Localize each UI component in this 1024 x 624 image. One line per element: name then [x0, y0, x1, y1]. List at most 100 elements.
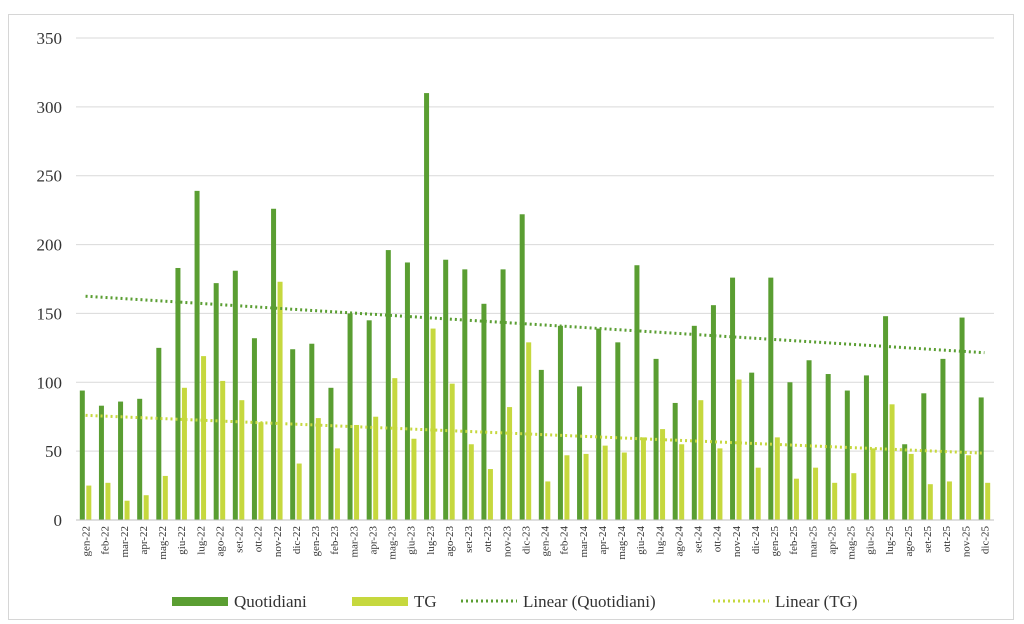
legend: Quotidiani TG Linear (Quotidiani) Linear… — [172, 592, 858, 611]
bar-tg-gen-23 — [315, 418, 321, 520]
x-tick-label-giu-23: giu-23 — [406, 526, 418, 555]
bar-quotidiani-nov-25 — [959, 317, 965, 520]
bar-tg-lug-23 — [430, 328, 436, 520]
x-axis-tick-labels: gen-22 feb-22 mar-22 apr-22 mag-22 giu-22 lug-… — [81, 526, 992, 560]
x-tick-label-ago-22: ago-22 — [214, 526, 226, 557]
x-tick-label-set-23: set-23 — [463, 526, 475, 553]
bar-quotidiani-ott-22 — [251, 338, 257, 520]
y-tick-label-200: 200 — [37, 236, 63, 255]
x-tick-label-mar-23: mar-23 — [348, 526, 360, 558]
legend-label-tg: TG — [414, 592, 437, 611]
bar-tg-feb-24 — [564, 455, 570, 520]
x-tick-label-nov-23: nov-23 — [501, 526, 513, 558]
x-tick-label-mag-23: mag-23 — [387, 526, 399, 560]
bar-tg-gen-25 — [774, 437, 780, 520]
x-tick-label-mag-25: mag-25 — [846, 526, 858, 560]
x-tick-label-lug-22: lug-22 — [195, 526, 207, 555]
bar-quotidiani-giu-23 — [404, 262, 410, 520]
x-tick-label-giu-25: giu-25 — [865, 526, 877, 555]
x-tick-label-apr-22: apr-22 — [138, 526, 150, 555]
bar-quotidiani-mar-24 — [577, 386, 583, 520]
bar-tg-ago-24 — [679, 444, 685, 520]
x-tick-label-mar-24: mar-24 — [578, 526, 590, 558]
x-tick-label-lug-24: lug-24 — [654, 526, 666, 555]
bar-tg-dic-22 — [296, 463, 302, 520]
bar-quotidiani-ago-25 — [902, 444, 908, 520]
x-tick-label-ago-25: ago-25 — [903, 526, 915, 557]
bar-quotidiani-feb-25 — [787, 382, 793, 520]
bar-tg-lug-25 — [889, 404, 895, 520]
bar-tg-set-24 — [698, 400, 704, 520]
bar-tg-set-23 — [468, 444, 474, 520]
bar-quotidiani-ago-24 — [672, 402, 678, 520]
bar-quotidiani-gen-22 — [79, 390, 85, 520]
bar-tg-nov-23 — [507, 407, 513, 520]
bar-quotidiani-mag-22 — [156, 347, 162, 520]
x-tick-label-dic-25: dic-25 — [979, 526, 991, 555]
bar-quotidiani-set-25 — [921, 393, 927, 520]
y-tick-label-100: 100 — [37, 373, 63, 392]
legend-swatch-quotidiani — [172, 597, 228, 606]
bar-tg-set-25 — [927, 484, 933, 520]
x-tick-label-gen-23: gen-23 — [310, 526, 322, 557]
x-tick-label-nov-24: nov-24 — [731, 526, 743, 558]
x-tick-label-gen-24: gen-24 — [540, 526, 552, 557]
bar-quotidiani-apr-22 — [137, 398, 143, 520]
bar-quotidiani-dic-24 — [749, 372, 755, 520]
bar-tg-ott-24 — [717, 448, 723, 520]
bar-tg-giu-23 — [411, 438, 417, 520]
gridlines — [76, 37, 994, 452]
x-tick-label-set-24: set-24 — [693, 526, 705, 553]
bar-quotidiani-mag-24 — [615, 342, 621, 520]
bar-quotidiani-mag-23 — [385, 250, 391, 520]
bar-tg-mar-23 — [354, 424, 360, 520]
bar-quotidiani-mar-25 — [806, 360, 812, 520]
bar-quotidiani-mar-22 — [118, 401, 124, 520]
bar-quotidiani-gen-24 — [538, 369, 544, 520]
bar-quotidiani-nov-24 — [730, 277, 736, 520]
y-tick-label-0: 0 — [54, 511, 63, 530]
x-tick-label-mar-25: mar-25 — [807, 526, 819, 558]
x-tick-label-ott-25: ott-25 — [941, 526, 953, 553]
bar-quotidiani-gen-23 — [309, 343, 315, 520]
bar-tg-apr-24 — [602, 445, 608, 520]
bar-quotidiani-ott-23 — [481, 303, 487, 520]
bar-tg-ott-23 — [487, 469, 493, 520]
trendline-linear-quotidiani — [85, 294, 985, 355]
x-tick-label-ago-23: ago-23 — [444, 526, 456, 557]
bar-quotidiani-feb-22 — [98, 405, 104, 520]
y-tick-label-50: 50 — [45, 442, 62, 461]
x-tick-label-giu-22: giu-22 — [176, 526, 188, 555]
bar-quotidiani-giu-24 — [634, 265, 640, 520]
bars — [79, 93, 991, 520]
bar-tg-mag-25 — [851, 473, 857, 520]
y-tick-label-350: 350 — [37, 29, 63, 48]
bar-quotidiani-feb-23 — [328, 387, 334, 520]
bar-tg-ago-22 — [220, 380, 226, 520]
bar-tg-mar-22 — [124, 500, 130, 520]
bar-tg-mag-24 — [621, 452, 627, 520]
bar-tg-ago-25 — [908, 453, 914, 520]
x-tick-label-ott-23: ott-23 — [482, 526, 494, 553]
bar-quotidiani-set-23 — [462, 269, 468, 520]
bar-quotidiani-apr-24 — [596, 328, 602, 520]
bar-tg-mag-23 — [392, 378, 398, 520]
x-tick-label-apr-25: apr-25 — [826, 526, 838, 555]
bar-tg-lug-24 — [660, 429, 666, 520]
bar-quotidiani-giu-22 — [175, 267, 181, 520]
bar-quotidiani-dic-22 — [290, 349, 296, 520]
x-tick-label-feb-23: feb-23 — [329, 526, 341, 555]
x-tick-label-dic-24: dic-24 — [750, 526, 762, 555]
bar-tg-apr-23 — [373, 416, 379, 520]
x-tick-label-mar-22: mar-22 — [119, 526, 131, 558]
bar-tg-mag-22 — [162, 475, 168, 520]
bar-quotidiani-gen-25 — [768, 277, 774, 520]
bar-tg-feb-23 — [334, 448, 340, 520]
y-tick-label-300: 300 — [37, 98, 63, 117]
x-tick-label-nov-25: nov-25 — [960, 526, 972, 558]
x-tick-label-dic-23: dic-23 — [520, 526, 532, 555]
bar-tg-apr-25 — [832, 482, 838, 520]
bar-quotidiani-lug-25 — [883, 316, 889, 520]
bar-quotidiani-ott-25 — [940, 358, 946, 520]
